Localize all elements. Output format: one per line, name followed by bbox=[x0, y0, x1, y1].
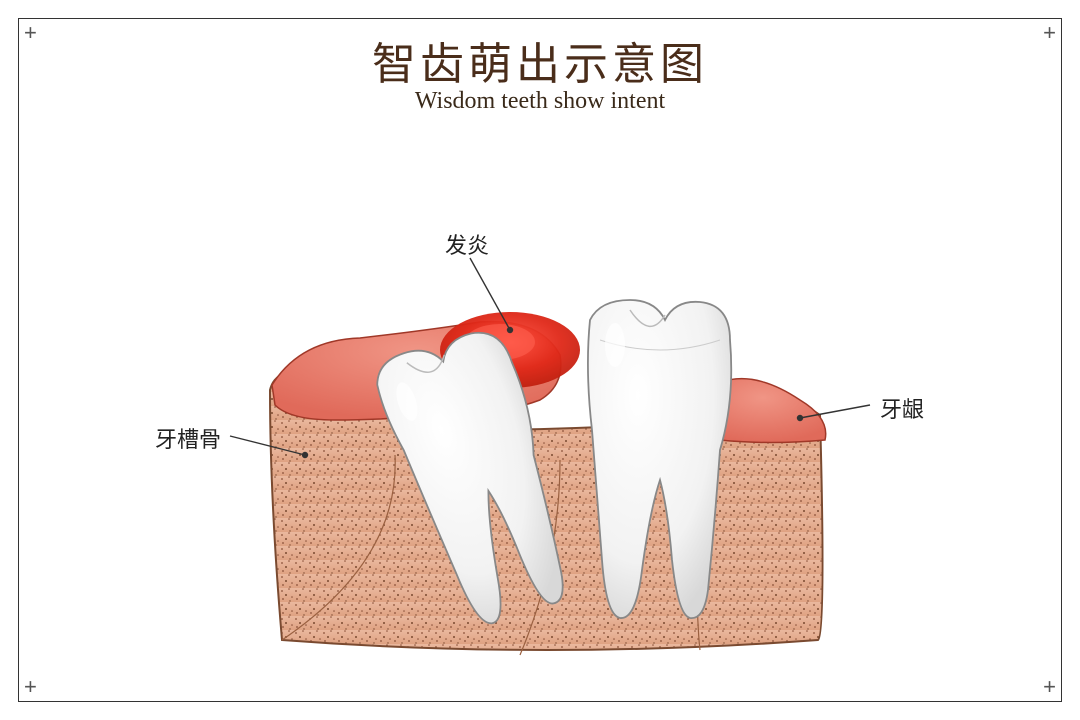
label-inflammation: 发炎 bbox=[445, 228, 489, 260]
label-alveolar-bone: 牙槽骨 bbox=[155, 422, 221, 454]
label-gum: 牙龈 bbox=[880, 392, 924, 424]
wisdom-tooth-diagram bbox=[0, 0, 1080, 720]
